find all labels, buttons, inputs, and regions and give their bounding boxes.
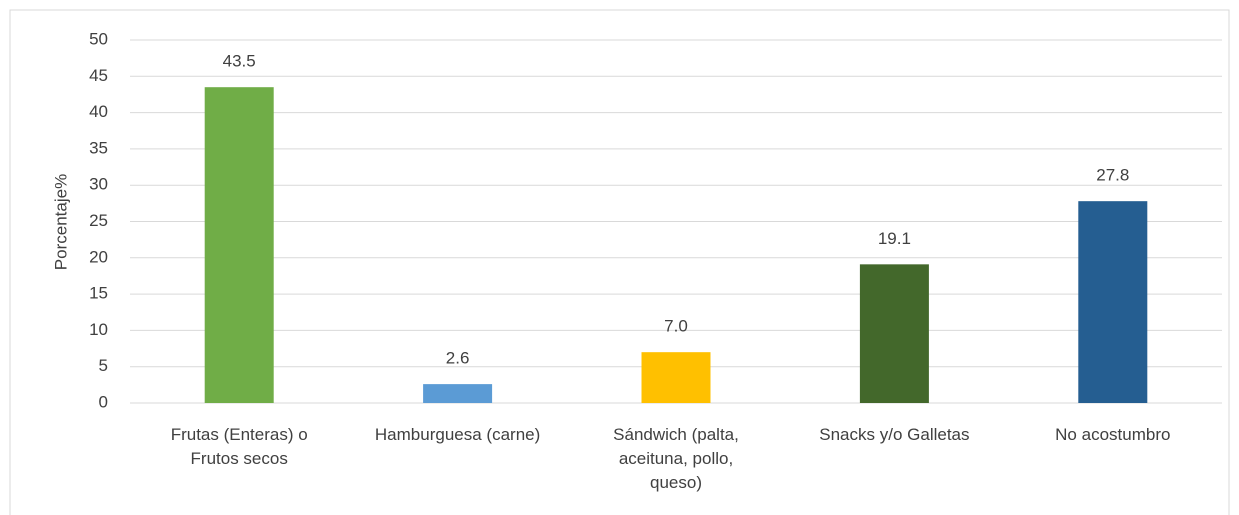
y-tick-label: 5 [99,356,108,375]
value-label: 19.1 [878,229,911,248]
y-tick-label: 10 [89,320,108,339]
y-tick-label: 15 [89,284,108,303]
x-tick-label: Hamburguesa (carne) [374,425,541,444]
bar [423,384,493,403]
value-label: 27.8 [1096,166,1129,185]
bar [859,264,929,403]
value-label: 2.6 [446,349,470,368]
y-tick-label: 25 [89,211,108,230]
bar [204,87,274,403]
y-tick-label: 50 [89,29,108,48]
y-tick-label: 45 [89,66,108,85]
y-axis-label: Porcentaje% [51,174,70,270]
x-tick-label: Sándwich (palta, aceituna, pollo, queso) [613,425,739,492]
x-tick-label: No acostumbro [1055,425,1171,444]
bar [1078,201,1148,403]
x-tick-label: Snacks y/o Galletas [819,425,970,444]
bar [641,352,711,403]
y-tick-label: 20 [89,247,108,266]
y-tick-label: 30 [89,175,108,194]
y-tick-label: 0 [99,392,108,411]
value-label: 7.0 [664,317,688,336]
chart-border [9,9,1230,515]
value-label: 43.5 [223,52,256,71]
x-tick-label: Frutas (Enteras) o Frutos secos [170,425,308,468]
y-tick-label: 40 [89,102,108,121]
y-tick-label: 35 [89,138,108,157]
